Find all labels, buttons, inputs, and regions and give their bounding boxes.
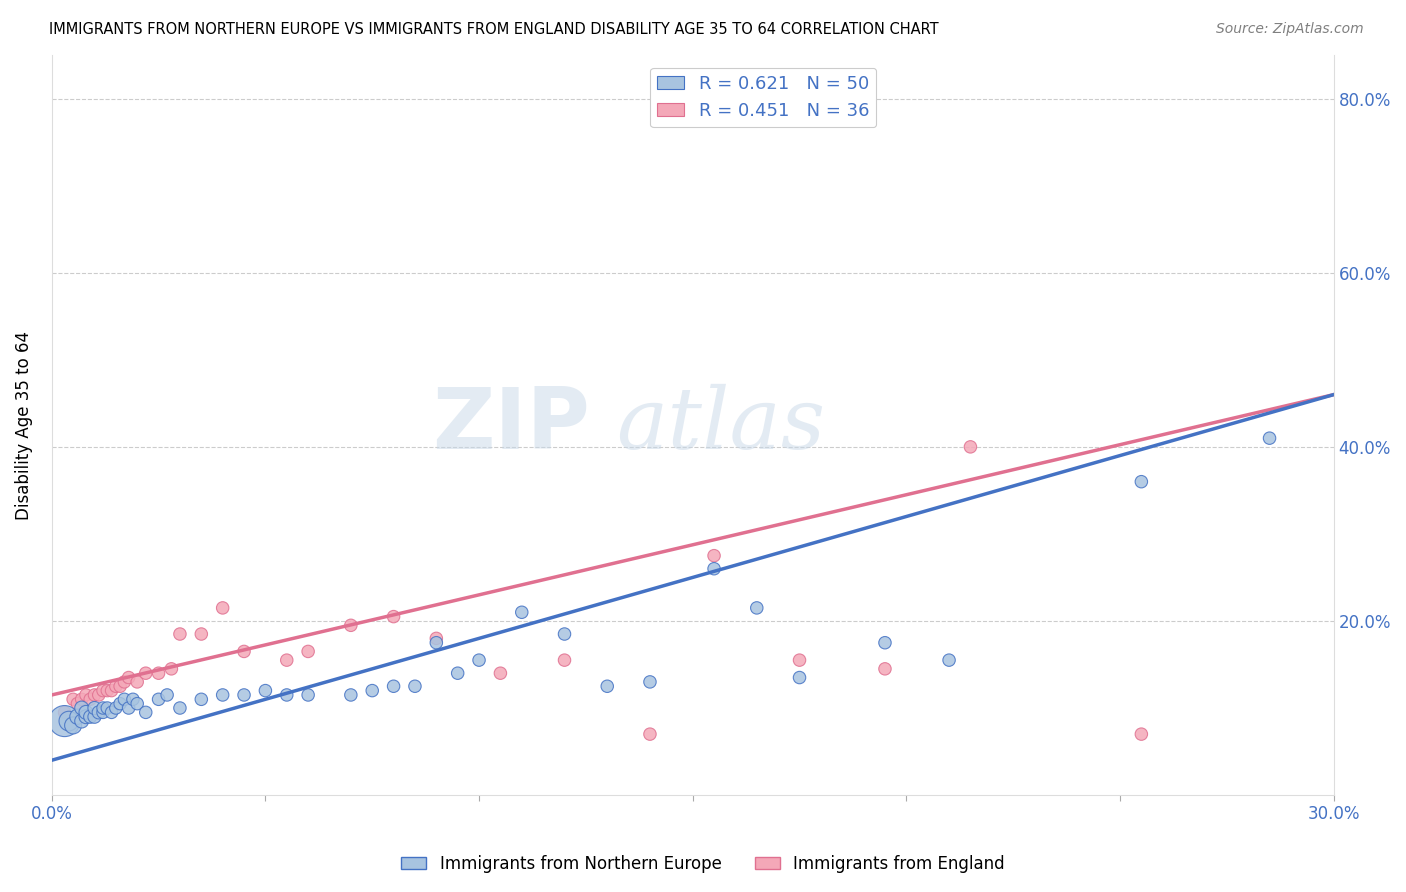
Point [789, 671, 811, 685]
Point [100, 683, 122, 698]
Point [1130, 475, 1153, 489]
Point [340, 688, 363, 702]
Point [70, 692, 93, 706]
Point [70, 714, 93, 728]
Point [233, 688, 256, 702]
Point [156, 688, 179, 702]
Point [58, 714, 80, 728]
Point [703, 549, 725, 563]
Text: ZIP: ZIP [433, 384, 591, 467]
Point [276, 653, 298, 667]
Point [938, 653, 960, 667]
Point [703, 562, 725, 576]
Point [96, 701, 118, 715]
Point [70, 701, 93, 715]
Point [553, 653, 575, 667]
Point [127, 674, 149, 689]
Point [404, 679, 426, 693]
Point [254, 683, 277, 698]
Point [108, 697, 131, 711]
Point [596, 679, 619, 693]
Point [87, 706, 110, 720]
Point [276, 688, 298, 702]
Point [75, 706, 97, 720]
Point [122, 692, 145, 706]
Point [297, 644, 319, 658]
Point [873, 636, 896, 650]
Point [638, 727, 661, 741]
Point [148, 692, 170, 706]
Text: Source: ZipAtlas.com: Source: ZipAtlas.com [1216, 22, 1364, 37]
Point [118, 701, 141, 715]
Point [148, 666, 170, 681]
Point [118, 671, 141, 685]
Point [211, 601, 233, 615]
Point [468, 653, 491, 667]
Y-axis label: Disability Age 35 to 64: Disability Age 35 to 64 [15, 331, 32, 520]
Point [233, 644, 256, 658]
Point [104, 679, 127, 693]
Point [382, 609, 405, 624]
Point [66, 697, 89, 711]
Point [62, 692, 84, 706]
Point [361, 683, 384, 698]
Point [160, 662, 183, 676]
Point [745, 601, 768, 615]
Point [340, 618, 363, 632]
Point [112, 674, 135, 689]
Point [87, 688, 110, 702]
Point [135, 666, 157, 681]
Point [79, 692, 101, 706]
Point [96, 683, 118, 698]
Point [91, 701, 114, 715]
Point [425, 636, 447, 650]
Point [297, 688, 319, 702]
Point [510, 605, 533, 619]
Point [489, 666, 512, 681]
Point [62, 718, 84, 732]
Point [91, 706, 114, 720]
Legend: Immigrants from Northern Europe, Immigrants from England: Immigrants from Northern Europe, Immigra… [395, 848, 1011, 880]
Text: IMMIGRANTS FROM NORTHERN EUROPE VS IMMIGRANTS FROM ENGLAND DISABILITY AGE 35 TO : IMMIGRANTS FROM NORTHERN EUROPE VS IMMIG… [49, 22, 939, 37]
Point [83, 688, 105, 702]
Point [91, 683, 114, 698]
Point [873, 662, 896, 676]
Point [66, 709, 89, 723]
Point [127, 697, 149, 711]
Point [553, 627, 575, 641]
Point [75, 709, 97, 723]
Point [104, 701, 127, 715]
Point [79, 709, 101, 723]
Point [1258, 431, 1281, 445]
Point [53, 714, 76, 728]
Point [83, 701, 105, 715]
Text: atlas: atlas [616, 384, 825, 467]
Point [100, 706, 122, 720]
Point [190, 692, 212, 706]
Point [638, 674, 661, 689]
Point [112, 692, 135, 706]
Point [382, 679, 405, 693]
Legend: R = 0.621   N = 50, R = 0.451   N = 36: R = 0.621 N = 50, R = 0.451 N = 36 [650, 68, 876, 128]
Point [447, 666, 470, 681]
Point [53, 706, 76, 720]
Point [959, 440, 981, 454]
Point [169, 701, 191, 715]
Point [135, 706, 157, 720]
Point [190, 627, 212, 641]
Point [169, 627, 191, 641]
Point [75, 688, 97, 702]
Point [211, 688, 233, 702]
Point [108, 679, 131, 693]
Point [83, 709, 105, 723]
Point [789, 653, 811, 667]
Point [425, 632, 447, 646]
Point [1130, 727, 1153, 741]
